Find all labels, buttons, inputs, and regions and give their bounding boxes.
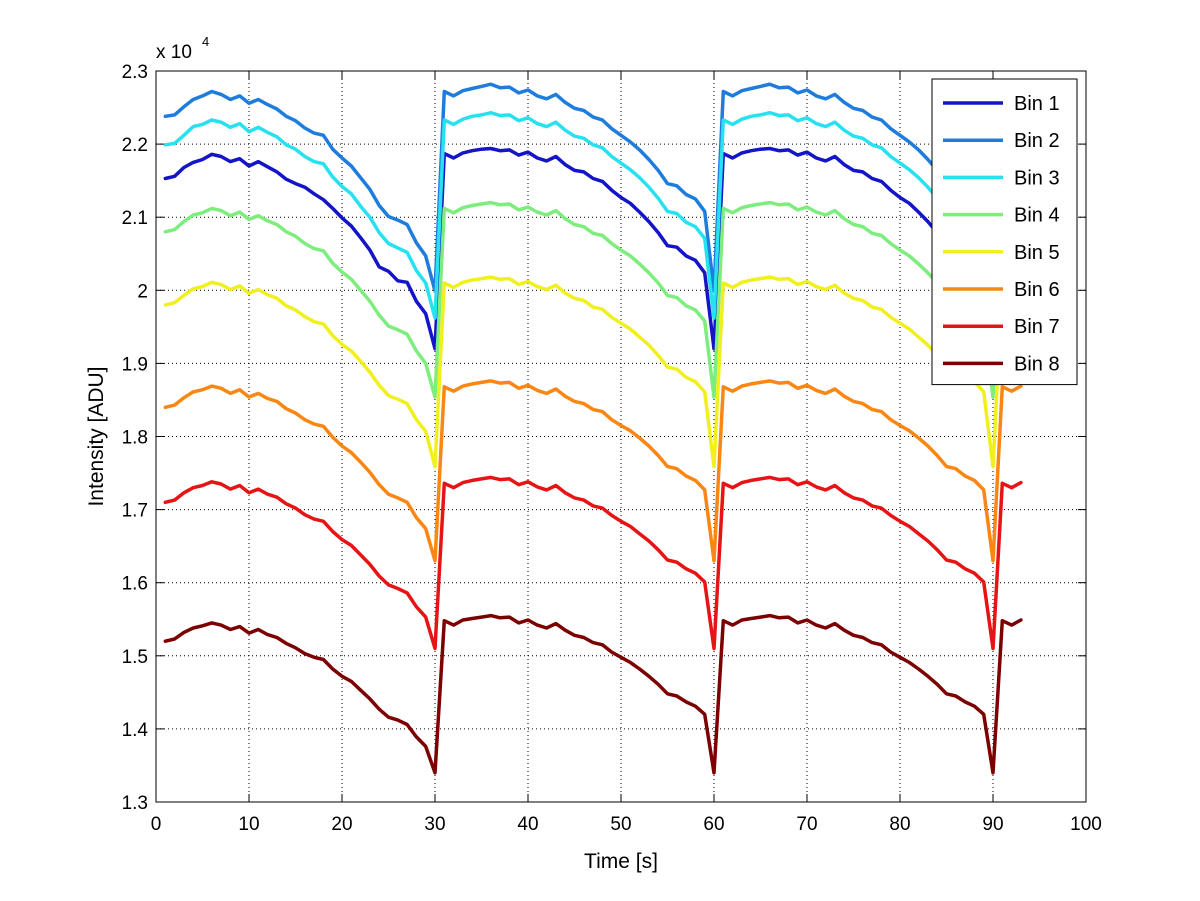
series-line-bin-5	[163, 275, 1023, 469]
y-tick-label: 1.3	[122, 793, 148, 814]
legend-label-bin-4: Bin 4	[1014, 205, 1060, 227]
y-tick-label: 1.5	[122, 647, 148, 668]
y-tick-label: 1.8	[122, 428, 148, 449]
series-line-bin-7	[163, 475, 1023, 651]
x-tick-label: 60	[703, 814, 724, 835]
y-tick-label: 2.1	[122, 208, 148, 229]
y-tick-label: 1.4	[122, 720, 149, 741]
y-tick-label: 2.3	[122, 62, 148, 83]
y-tick-label: 1.9	[122, 354, 148, 375]
y-tick-label: 2	[137, 281, 148, 302]
legend-label-bin-7: Bin 7	[1014, 316, 1060, 338]
series-line-bin-4	[163, 200, 1023, 399]
series-line-bin-6	[163, 379, 1023, 563]
legend-label-bin-5: Bin 5	[1014, 242, 1060, 264]
y-axis-exponent-base: x 10	[156, 42, 192, 63]
legend-box	[931, 78, 1078, 386]
y-tick-label: 2.2	[122, 135, 148, 156]
x-tick-label: 90	[982, 814, 1003, 835]
series-lines	[163, 82, 1023, 775]
series-line-bin-3	[163, 110, 1023, 320]
axis-ticks: 0 10 20 30 40 50 60 70 80 90 100 1.3 1.4 1.5 1.6 1.7 1.8…	[122, 62, 1102, 835]
x-tick-label: 100	[1070, 814, 1102, 835]
y-tick-label: 1.7	[122, 501, 148, 522]
x-tick-label: 50	[610, 814, 631, 835]
x-tick-label: 0	[151, 814, 162, 835]
x-axis-label: Time [s]	[584, 850, 658, 873]
y-axis-label: Intensity [ADU]	[85, 366, 108, 506]
legend-label-bin-2: Bin 2	[1014, 130, 1060, 152]
x-tick-label: 40	[517, 814, 538, 835]
series-line-bin-2	[163, 82, 1023, 293]
x-tick-label: 70	[796, 814, 817, 835]
x-tick-label: 10	[238, 814, 259, 835]
x-tick-label: 80	[889, 814, 910, 835]
legend-label-bin-8: Bin 8	[1014, 353, 1060, 375]
legend-label-bin-1: Bin 1	[1014, 93, 1060, 115]
x-tick-label: 30	[424, 814, 445, 835]
series-line-bin-8	[163, 613, 1023, 775]
series-line-bin-1	[163, 146, 1023, 351]
legend-label-bin-6: Bin 6	[1014, 279, 1060, 301]
y-tick-label: 1.6	[122, 574, 148, 595]
y-axis-exponent-power: 4	[202, 34, 209, 49]
x-tick-label: 20	[331, 814, 352, 835]
legend: Bin 1 Bin 2 Bin 3 Bin 4 Bin 5 Bin 6 Bin 7 Bin 8	[931, 78, 1078, 386]
legend-label-bin-3: Bin 3	[1014, 167, 1060, 189]
